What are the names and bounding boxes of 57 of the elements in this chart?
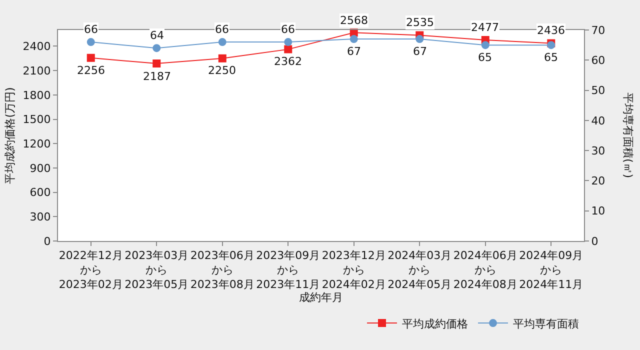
point bbox=[152, 44, 161, 52]
point bbox=[284, 38, 292, 46]
x-tick-label: 2024年06月から2024年08月 bbox=[453, 249, 518, 291]
point bbox=[86, 54, 95, 62]
y2-tick-label: 20 bbox=[591, 174, 606, 188]
y-tick-label: 900 bbox=[30, 162, 51, 175]
data-label: 65 bbox=[544, 51, 558, 64]
data-label: 2477 bbox=[471, 21, 499, 34]
x-tick-label: 2023年03月から2023年05月 bbox=[124, 249, 189, 291]
data-label: 2250 bbox=[208, 64, 236, 77]
x-axis-title: 成約年月 bbox=[299, 290, 343, 304]
point bbox=[416, 35, 424, 44]
point bbox=[218, 38, 226, 46]
y2-axis-title: 平均専有面積(㎡) bbox=[622, 92, 634, 178]
point bbox=[86, 38, 95, 46]
y2-tick-label: 30 bbox=[591, 144, 606, 158]
x-tick-label: 2023年06月から2023年08月 bbox=[190, 249, 254, 291]
data-label: 67 bbox=[347, 45, 361, 58]
data-label: 2436 bbox=[537, 24, 565, 37]
data-label: 2187 bbox=[143, 70, 171, 83]
y2-tick-label: 0 bbox=[591, 234, 598, 248]
y2-tick-label: 40 bbox=[591, 114, 606, 128]
point bbox=[284, 45, 292, 54]
data-label: 66 bbox=[215, 23, 229, 36]
point bbox=[152, 60, 161, 68]
y-tick-label: 2100 bbox=[22, 64, 51, 78]
x-tick-label: 2023年12月から2024年02月 bbox=[322, 249, 386, 291]
y-axis-title: 平均成約価格(万円) bbox=[3, 87, 16, 184]
y2-tick-label: 70 bbox=[591, 24, 606, 37]
data-label: 2535 bbox=[406, 16, 434, 29]
data-label: 67 bbox=[413, 45, 427, 58]
y-tick-label: 2400 bbox=[22, 40, 51, 54]
data-label: 65 bbox=[478, 51, 492, 64]
data-label: 64 bbox=[150, 29, 164, 42]
x-tick-label: 2023年09月から2023年11月 bbox=[256, 249, 320, 291]
x-tick-label: 2022年12月から2023年02月 bbox=[58, 249, 123, 291]
legend-label: 平均成約価格 bbox=[402, 317, 468, 330]
data-label: 2568 bbox=[340, 14, 368, 27]
x-tick-label: 2024年03月から2024年05月 bbox=[388, 249, 452, 291]
y-tick-label: 600 bbox=[30, 186, 51, 200]
y2-tick-label: 10 bbox=[591, 204, 606, 218]
y-tick-label: 300 bbox=[30, 210, 51, 224]
legend-label: 平均専有面積 bbox=[513, 317, 579, 330]
point bbox=[350, 35, 358, 44]
data-label: 66 bbox=[84, 23, 98, 36]
y2-tick-label: 50 bbox=[591, 84, 606, 98]
data-label: 2256 bbox=[77, 64, 105, 77]
point bbox=[481, 41, 490, 50]
y-tick-label: 0 bbox=[44, 234, 51, 248]
y2-tick-label: 60 bbox=[591, 54, 606, 67]
data-label: 2362 bbox=[274, 55, 302, 68]
x-tick-label: 2024年09月から2024年11月 bbox=[519, 249, 584, 291]
data-label: 66 bbox=[281, 23, 295, 36]
y-tick-label: 1200 bbox=[22, 137, 51, 150]
point bbox=[218, 54, 226, 62]
y-tick-label: 1800 bbox=[22, 88, 51, 102]
y-tick-label: 1500 bbox=[22, 113, 51, 126]
